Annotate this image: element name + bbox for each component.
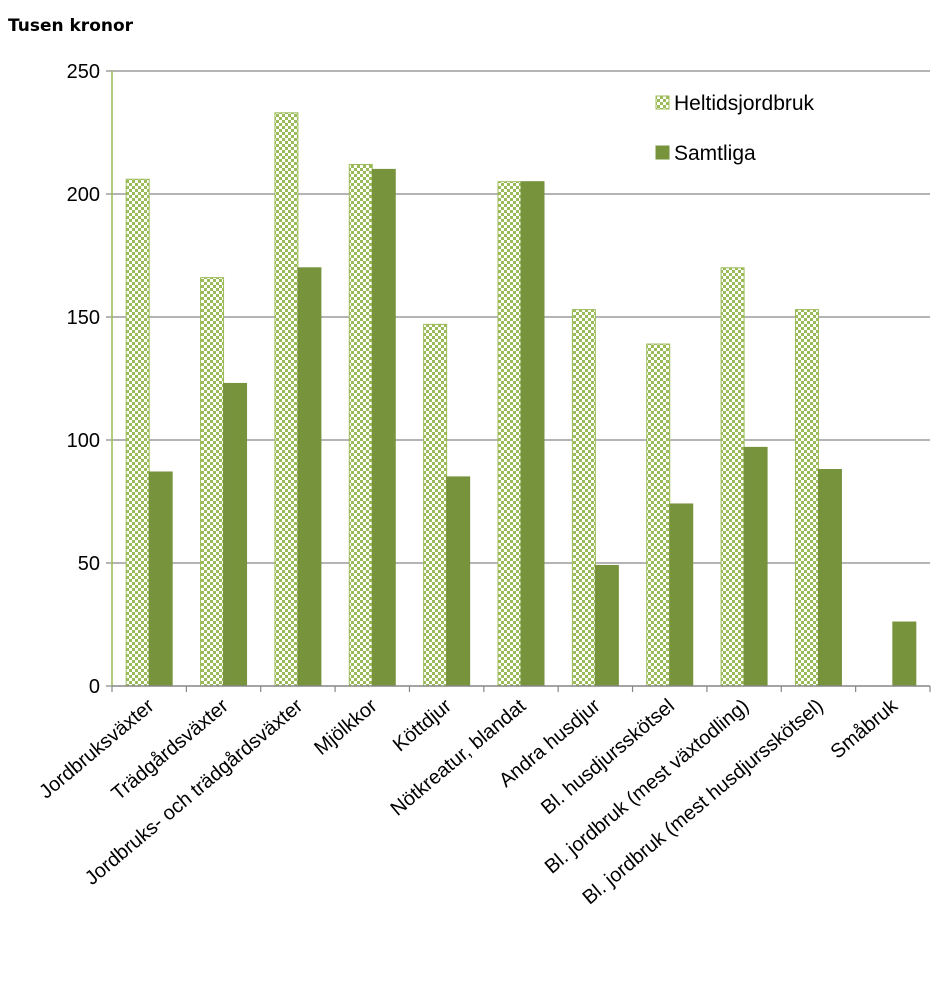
bar-samtliga	[371, 168, 396, 687]
bar-samtliga	[817, 469, 842, 687]
x-category-label: Bl. husdjursskötsel	[537, 695, 679, 819]
legend-label: Heltidsjordbruk	[674, 92, 815, 115]
bar-heltidsjordbruk	[125, 178, 150, 687]
bar-heltidsjordbruk	[794, 309, 819, 687]
bar-heltidsjordbruk	[200, 277, 225, 687]
legend-swatch	[655, 145, 670, 160]
y-tick-label: 0	[89, 676, 100, 698]
bar-samtliga	[669, 503, 694, 687]
bar-heltidsjordbruk	[720, 267, 745, 687]
y-tick-label: 50	[78, 553, 100, 575]
y-axis-unit-label: Tusen kronor	[8, 16, 134, 36]
y-tick-label: 150	[67, 307, 100, 329]
bar-heltidsjordbruk	[497, 181, 522, 687]
x-category-label: Småbruk	[827, 694, 903, 763]
x-category-label: Nötkreatur, blandat	[387, 695, 531, 821]
x-category-label: Mjölkkor	[310, 695, 381, 760]
bar-samtliga	[223, 382, 248, 687]
bar-samtliga	[148, 471, 173, 687]
bar-heltidsjordbruk	[348, 163, 373, 687]
bar-heltidsjordbruk	[423, 323, 448, 687]
y-tick-label: 200	[67, 184, 100, 206]
bar-samtliga	[446, 476, 471, 687]
y-tick-label: 250	[67, 61, 100, 83]
x-category-label: Köttdjur	[389, 695, 456, 756]
legend-label: Samtliga	[674, 142, 756, 165]
bar-samtliga	[297, 267, 322, 687]
bar-samtliga	[743, 446, 768, 687]
y-tick-label: 100	[67, 430, 100, 452]
bar-heltidsjordbruk	[571, 309, 596, 687]
bar-heltidsjordbruk	[274, 112, 299, 687]
bar-samtliga	[520, 181, 545, 687]
bar-samtliga	[892, 621, 917, 687]
legend-swatch	[655, 95, 670, 110]
bar-heltidsjordbruk	[646, 343, 671, 687]
bar-samtliga	[594, 564, 619, 687]
